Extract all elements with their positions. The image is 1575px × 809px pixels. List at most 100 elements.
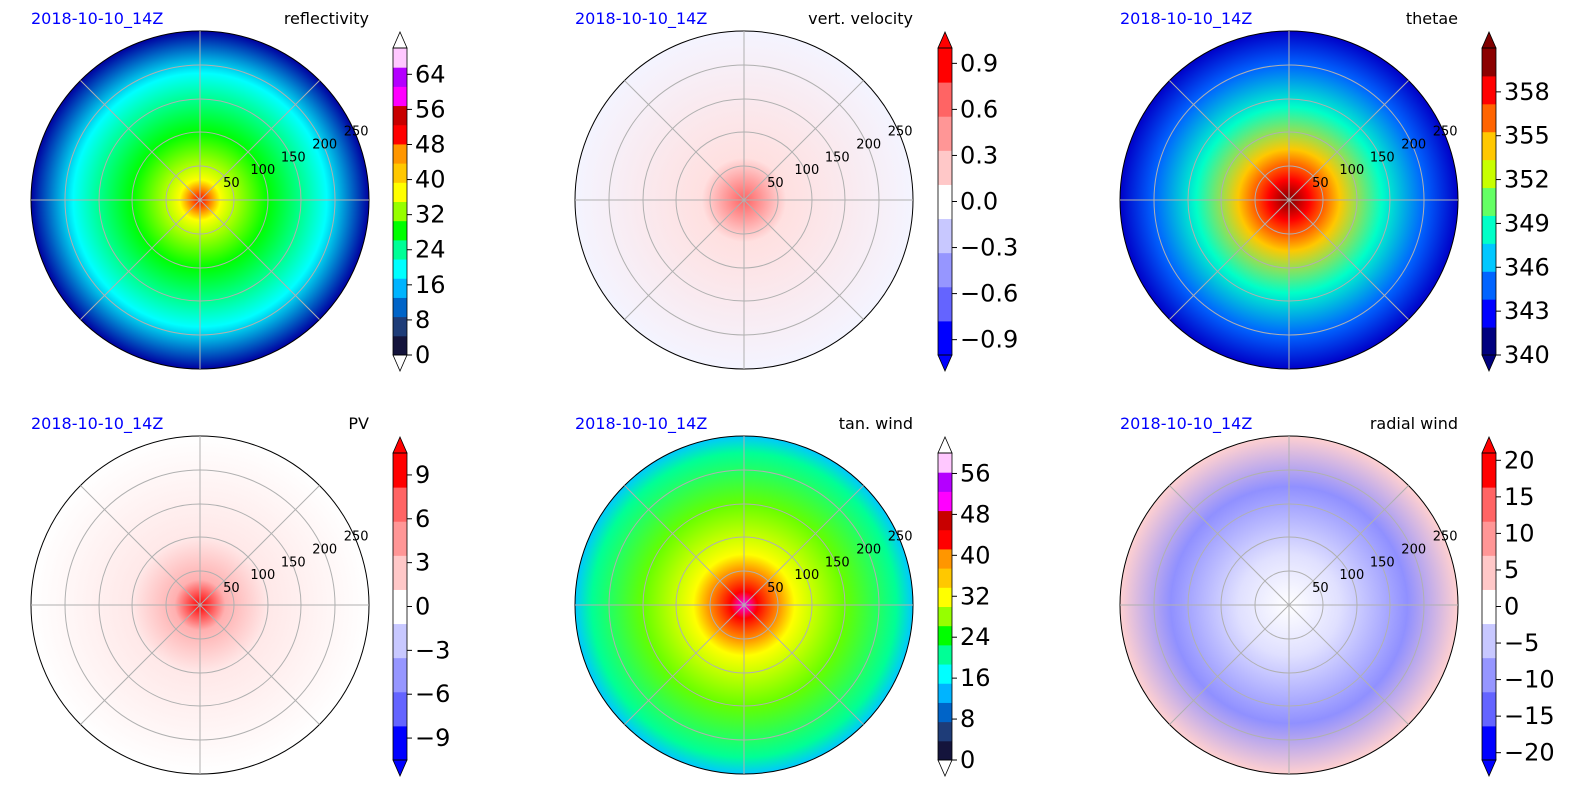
colorbar-extend-high	[937, 436, 953, 454]
colorbar-segment	[1482, 623, 1496, 659]
colorbar-segment	[393, 67, 407, 87]
colorbar-tick-label: 355	[1504, 122, 1550, 150]
colorbar: 340 343 346 349 352 355 358	[1481, 31, 1550, 372]
colorbar-segment	[393, 335, 407, 356]
grid-spoke	[743, 80, 864, 201]
colorbar-tick-label: 0	[960, 746, 975, 774]
colorbar-tick-label: −20	[1504, 739, 1555, 767]
colorbar: −20 −15 −10 −5 0 5 10 15 20	[1481, 436, 1555, 777]
ring-label: 50	[223, 581, 240, 596]
grid-spoke	[1169, 199, 1290, 320]
colorbar-segment	[1482, 187, 1496, 216]
colorbar-tick-label: 64	[415, 60, 446, 88]
colorbar-segment	[938, 664, 952, 684]
ring-label: 200	[1401, 542, 1426, 557]
grid-spoke	[1288, 604, 1409, 725]
colorbar-tick-label: 9	[415, 461, 430, 489]
colorbar-segment	[393, 657, 407, 693]
colorbar-segment	[938, 568, 952, 588]
time-label: 2018-10-10_14Z	[1120, 9, 1252, 29]
ring-label: 150	[1370, 150, 1395, 165]
colorbar-segment	[1482, 48, 1496, 77]
colorbar-segment	[1482, 589, 1496, 625]
colorbar-segment	[938, 644, 952, 665]
ring-label: 150	[825, 555, 850, 570]
colorbar-segment	[1482, 299, 1496, 328]
colorbar-segment	[393, 163, 407, 183]
grid-spoke	[80, 604, 201, 725]
time-label: 2018-10-10_14Z	[31, 9, 163, 29]
colorbar-segment	[938, 116, 952, 151]
grid-spoke	[1169, 604, 1290, 725]
colorbar-tick-label: 0.3	[960, 141, 998, 169]
colorbar-segment	[393, 589, 407, 625]
colorbar-tick-label: −3	[415, 636, 450, 664]
colorbar-extend-low	[392, 354, 408, 372]
colorbar-segment	[1482, 453, 1496, 488]
colorbar-segment	[393, 521, 407, 556]
colorbar-segment	[393, 86, 407, 107]
colorbar-segment	[938, 510, 952, 531]
ring-label: 100	[794, 163, 819, 178]
colorbar-segment	[393, 182, 407, 202]
colorbar-segment	[393, 143, 407, 164]
ring-label: 200	[312, 137, 337, 152]
grid-spoke	[199, 199, 320, 320]
colorbar-tick-label: 3	[415, 549, 430, 577]
colorbar-tick-label: −0.6	[960, 280, 1018, 308]
colorbar-segment	[393, 725, 407, 761]
colorbar-segment	[938, 491, 952, 512]
colorbar-segment	[938, 453, 952, 473]
colorbar-tick-label: 0.0	[960, 188, 998, 216]
colorbar-segment	[393, 220, 407, 241]
colorbar-extend-low	[937, 759, 953, 777]
ring-label: 250	[888, 529, 913, 544]
colorbar: −0.9 −0.6 −0.3 0.0 0.3 0.6 0.9	[937, 31, 1018, 372]
colorbar-segment	[938, 625, 952, 646]
colorbar-tick-label: 0.6	[960, 95, 998, 123]
colorbar-tick-label: 340	[1504, 341, 1550, 369]
colorbar-segment	[393, 453, 407, 488]
ring-label: 250	[888, 124, 913, 139]
colorbar: 0 8 16 24 32 40 48 56 64	[392, 31, 446, 372]
colorbar-tick-label: −6	[415, 680, 450, 708]
ring-label: 50	[1312, 581, 1329, 596]
grid-spoke	[1169, 485, 1290, 606]
grid-spoke	[199, 604, 320, 725]
colorbar-segment	[938, 82, 952, 117]
colorbar-segment	[1482, 555, 1496, 590]
colorbar-tick-label: 15	[1504, 483, 1535, 511]
colorbar-segment	[393, 201, 407, 222]
colorbar-tick-label: 343	[1504, 297, 1550, 325]
colorbar-tick-label: 40	[960, 541, 991, 569]
colorbar-segment	[393, 105, 407, 126]
colorbar-segment	[393, 691, 407, 727]
colorbar-tick-label: 16	[960, 664, 991, 692]
colorbar-segment	[938, 683, 952, 703]
colorbar-segment	[393, 278, 407, 298]
panel-title: thetae	[1406, 9, 1458, 28]
colorbar-tick-label: 0	[415, 341, 430, 369]
colorbar-tick-label: 0.9	[960, 49, 998, 77]
ring-label: 200	[856, 137, 881, 152]
colorbar-segment	[393, 259, 407, 279]
ring-label: 150	[281, 150, 306, 165]
colorbar-tick-label: 56	[960, 459, 991, 487]
ring-label: 50	[1312, 176, 1329, 191]
colorbar-segment	[1482, 215, 1496, 244]
colorbar-segment	[938, 529, 952, 550]
panel-title: radial wind	[1370, 414, 1458, 433]
time-label: 2018-10-10_14Z	[575, 414, 707, 434]
colorbar-tick-label: 20	[1504, 446, 1535, 474]
panel-title: PV	[348, 414, 369, 433]
colorbar-tick-label: 8	[415, 306, 430, 334]
colorbar-tick-label: 10	[1504, 519, 1535, 547]
time-label: 2018-10-10_14Z	[575, 9, 707, 29]
colorbar-tick-label: −0.9	[960, 326, 1018, 354]
ring-label: 250	[1433, 124, 1458, 139]
colorbar-segment	[1482, 75, 1496, 105]
ring-label: 50	[767, 176, 784, 191]
colorbar-segment	[938, 472, 952, 492]
ring-label: 100	[1339, 163, 1364, 178]
ring-label: 200	[312, 542, 337, 557]
